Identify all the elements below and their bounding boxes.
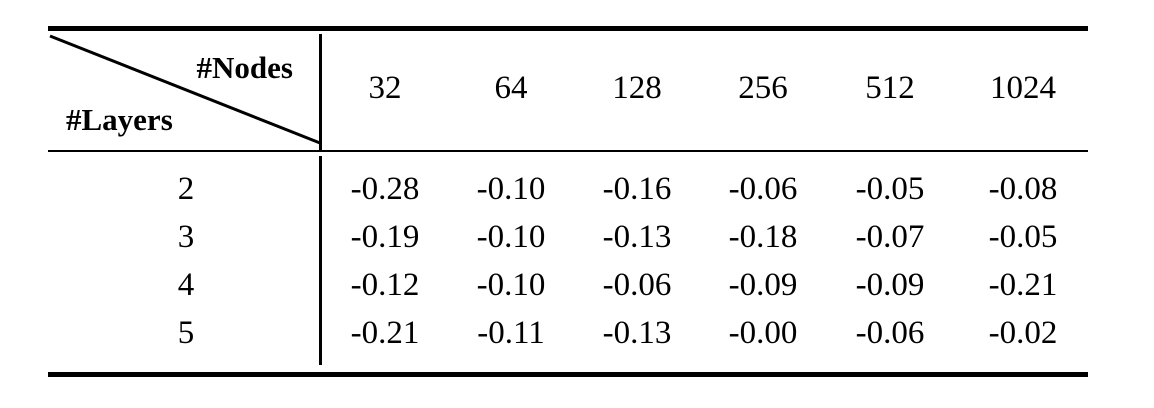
column-header-256: 256 <box>738 70 788 106</box>
table-cell: -0.13 <box>602 219 672 255</box>
table-cell: -0.21 <box>988 267 1058 303</box>
table-cell: -0.00 <box>728 315 798 351</box>
row-axis-label: #Layers <box>66 102 173 137</box>
table-cell: -0.13 <box>602 315 672 351</box>
table-cell: -0.08 <box>988 171 1058 207</box>
table-header-rule <box>48 150 1088 152</box>
table-cell: -0.12 <box>350 267 420 303</box>
table-cell: -0.10 <box>476 267 546 303</box>
column-header-64: 64 <box>494 70 528 106</box>
column-header-1024: 1024 <box>990 70 1056 106</box>
body-vertical-rule <box>319 156 322 365</box>
table-top-rule <box>48 26 1088 31</box>
header-vertical-rule <box>319 34 322 150</box>
table-cell: -0.02 <box>988 315 1058 351</box>
table-cell: -0.09 <box>728 267 798 303</box>
column-header-512: 512 <box>865 70 915 106</box>
row-header-4: 4 <box>177 267 195 303</box>
column-header-128: 128 <box>612 70 662 106</box>
table-cell: -0.10 <box>476 219 546 255</box>
row-header-5: 5 <box>177 315 195 351</box>
table-cell: -0.06 <box>602 267 672 303</box>
table-cell: -0.06 <box>855 315 925 351</box>
table-cell: -0.28 <box>350 171 420 207</box>
table-cell: -0.18 <box>728 219 798 255</box>
table-cell: -0.09 <box>855 267 925 303</box>
table-cell: -0.10 <box>476 171 546 207</box>
row-header-3: 3 <box>177 219 195 255</box>
table-cell: -0.05 <box>988 219 1058 255</box>
table-cell: -0.16 <box>602 171 672 207</box>
table-cell: -0.07 <box>855 219 925 255</box>
table-cell: -0.11 <box>477 315 545 351</box>
table-cell: -0.05 <box>855 171 925 207</box>
table-cell: -0.19 <box>350 219 420 255</box>
column-axis-label: #Nodes <box>196 50 293 85</box>
table-bottom-rule <box>48 372 1088 377</box>
row-header-2: 2 <box>177 171 195 207</box>
column-header-32: 32 <box>368 70 402 106</box>
table-cell: -0.21 <box>350 315 420 351</box>
table-cell: -0.06 <box>728 171 798 207</box>
